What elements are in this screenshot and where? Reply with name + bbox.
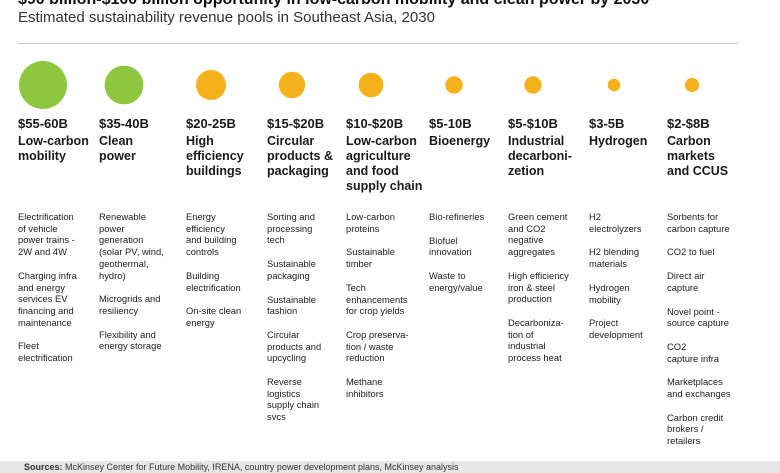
- list-item: Novel point - source capture: [667, 305, 730, 329]
- column-0: $55-60B Low-carbon mobility: [18, 116, 96, 164]
- value-label: $35-40B: [99, 116, 149, 131]
- source-label: Sources:: [24, 462, 63, 472]
- category-label: Industrial decarboni-zetion: [508, 134, 572, 178]
- category-label: Low-carbon mobility: [18, 134, 89, 163]
- value-label: $20-25B: [186, 116, 236, 131]
- category-label: Clean power: [99, 134, 136, 163]
- bubble-1: [104, 65, 144, 105]
- column-5: $5-10B Bioenergy: [429, 116, 505, 149]
- column-8: $2-$8B Carbon markets and CCUS: [667, 116, 747, 179]
- list-item: Decarboniza-tion of industrial process hea…: [508, 316, 564, 364]
- list-item: Charging infra and energy services EV finan…: [18, 269, 77, 328]
- items-list-4: Low-carbon proteins Sustainable timber Tech e…: [346, 211, 426, 411]
- list-item: Sustainable fashion: [267, 293, 316, 317]
- category-label: Bioenergy: [429, 134, 491, 148]
- list-item: Methane inhibitors: [346, 376, 384, 399]
- list-item: CO2 capture infra: [667, 340, 720, 364]
- title-divider: [18, 43, 738, 44]
- column-4: $10-$20B Low-carbon agriculture and food sup…: [346, 116, 426, 194]
- column-3: $15-$20B Circular products & packaging: [267, 116, 343, 179]
- list-item: Hydrogen mobility: [589, 281, 630, 305]
- value-label: $2-$8B: [667, 116, 710, 131]
- list-item: Biofuel innovation: [429, 234, 472, 258]
- source-text: McKinsey Center for Future Mobility, IRE…: [65, 462, 459, 472]
- list-item: Building electrification: [186, 269, 241, 293]
- bubble-8: [684, 77, 700, 93]
- bubble-4: [358, 72, 384, 98]
- source-footer: Sources: McKinsey Center for Future Mobi…: [0, 461, 780, 473]
- column-6: $5-$10B Industrial decarboni-zetion: [508, 116, 586, 179]
- list-item: Fleet electrification: [18, 340, 73, 364]
- list-item: Renewable power generation (solar PV, wind,…: [99, 211, 164, 281]
- bubble-0: [19, 61, 67, 109]
- list-item: Electrification of vehicle power trains -2…: [18, 211, 75, 258]
- list-item: Flexibility and energy storage: [99, 328, 162, 352]
- category-label: Low-carbon agriculture and food supply chai…: [346, 134, 423, 193]
- list-item: Sustainable packaging: [267, 258, 316, 281]
- items-list-6: Green cement and CO2 negative aggregates Hig…: [508, 211, 586, 376]
- list-item: Marketplaces and exchanges: [667, 376, 731, 400]
- chart-subtitle: Estimated sustainability revenue pools i…: [18, 9, 435, 26]
- list-item: Circular products and upcycling: [267, 328, 322, 364]
- list-item: Sorbents for carbon capture: [667, 211, 730, 234]
- list-item: Energy efficiency and building controls: [186, 211, 237, 258]
- list-item: Direct air capture: [667, 270, 705, 293]
- list-item: H2 electrolyzers: [589, 211, 642, 234]
- value-label: $55-60B: [18, 116, 68, 131]
- bubble-3: [278, 71, 306, 99]
- list-item: Sustainable timber: [346, 246, 395, 270]
- category-label: Carbon markets and CCUS: [667, 134, 729, 178]
- bubble-row: [19, 61, 700, 109]
- value-label: $10-$20B: [346, 116, 404, 131]
- items-list-8: Sorbents for carbon capture CO2 to fuel Dir…: [667, 211, 747, 459]
- category-label: Circular products & packaging: [267, 134, 333, 178]
- column-7: $3-5B Hydrogen: [589, 116, 663, 149]
- items-list-3: Sorting and processing tech Sustainable pack…: [267, 211, 343, 435]
- bubble-7: [607, 78, 621, 92]
- list-item: High efficiency iron & steel production: [508, 269, 569, 305]
- list-item: Sorting and processing tech: [267, 211, 315, 246]
- value-label: $15-$20B: [267, 116, 325, 131]
- items-list-2: Energy efficiency and building controls Buil…: [186, 211, 264, 341]
- bubble-5: [445, 76, 463, 94]
- category-label: High efficiency buildings: [186, 134, 244, 178]
- list-item: Low-carbon proteins: [346, 211, 395, 234]
- value-label: $5-10B: [429, 116, 472, 131]
- items-list-0: Electrification of vehicle power trains -2…: [18, 211, 96, 376]
- list-item: Reverse logistics supply chain svcs: [267, 376, 320, 423]
- category-label: Hydrogen: [589, 134, 648, 148]
- items-list-7: H2 electrolyzers H2 blending materials Hydro…: [589, 211, 663, 353]
- column-1: $35-40B Clean power: [99, 116, 183, 164]
- column-2: $20-25B High efficiency buildings: [186, 116, 264, 179]
- value-label: $5-$10B: [508, 116, 558, 131]
- list-item: CO2 to fuel: [667, 246, 715, 258]
- list-item: Bio-refineries: [429, 211, 485, 222]
- list-item: On-site clean energy: [186, 305, 242, 328]
- list-item: Carbon credit brokers / retailers: [667, 411, 724, 447]
- chart-title: $90 billion-$100 billion opportunity in …: [18, 0, 649, 9]
- bubble-6: [524, 76, 542, 94]
- list-item: Crop preserva-tion / waste reduction: [346, 328, 409, 364]
- list-item: Green cement and CO2 negative aggregates: [508, 211, 568, 258]
- items-list-1: Renewable power generation (solar PV, wind,…: [99, 211, 183, 364]
- list-item: Microgrids and resiliency: [99, 293, 161, 316]
- list-item: Project development: [589, 317, 643, 340]
- list-item: Waste to energy/value: [429, 270, 483, 293]
- list-item: H2 blending materials: [589, 246, 640, 270]
- list-item: Tech enhancements for crop yields: [346, 281, 408, 317]
- value-label: $3-5B: [589, 116, 625, 131]
- bubble-2: [196, 70, 226, 100]
- items-list-5: Bio-refineries Biofuel innovation Waste to e…: [429, 211, 505, 306]
